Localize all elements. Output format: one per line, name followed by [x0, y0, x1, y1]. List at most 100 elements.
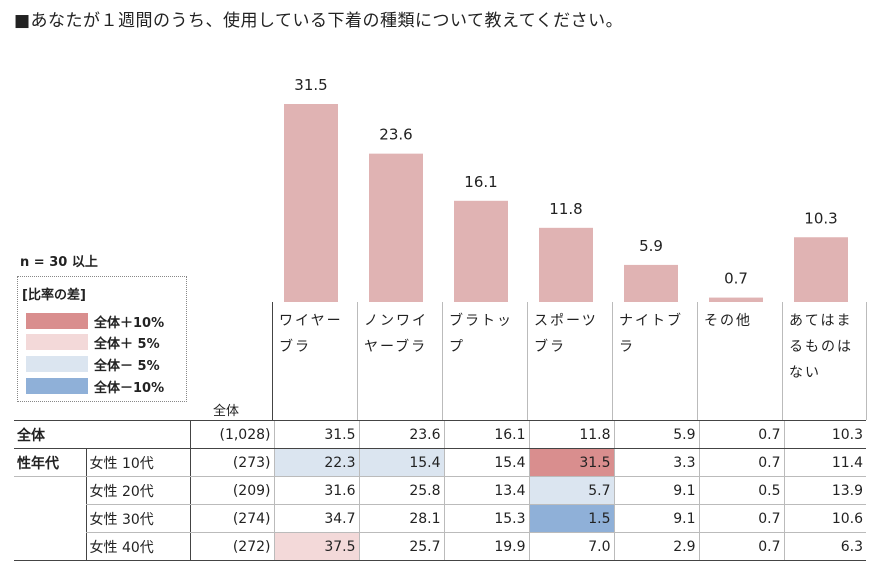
- value-cell: 0.7: [698, 420, 784, 449]
- category-label: その他: [704, 313, 752, 329]
- value-cell: 0.7: [698, 504, 784, 533]
- value-cell: 9.1: [613, 504, 699, 533]
- bar-value-label: 16.1: [464, 173, 497, 191]
- legend-swatch: [26, 313, 88, 329]
- value-cell: 15.3: [443, 504, 529, 533]
- legend-swatch: [26, 356, 88, 372]
- legend-item-plus10: 全体＋10%: [26, 312, 165, 331]
- sample-count: (274): [189, 504, 274, 533]
- value-cell: 31.5: [273, 420, 359, 449]
- bar-4: [624, 264, 678, 302]
- row-group-label: [14, 532, 86, 561]
- value-cell: 1.5: [528, 504, 614, 533]
- bar-chart: 31.5 23.6 16.1 11.8 5.9 0.7 10.3: [284, 76, 848, 302]
- sample-count: (273): [189, 448, 274, 477]
- value-cell: 31.6: [273, 476, 359, 505]
- legend-item-minus10: 全体－10%: [26, 377, 165, 396]
- bar-5: [709, 297, 763, 302]
- header-divider: [866, 302, 867, 420]
- row-group-label: 全体: [14, 420, 190, 449]
- value-cell: 19.9: [443, 532, 529, 561]
- value-cell: 0.7: [698, 532, 784, 561]
- sample-count: (1,028): [189, 420, 274, 449]
- value-cell: 25.8: [358, 476, 444, 505]
- category-label: あてはまるものはない: [789, 313, 853, 381]
- legend-item-plus5: 全体＋ 5%: [26, 333, 160, 352]
- legend-title: [比率の差]: [22, 288, 86, 303]
- value-cell: 3.3: [613, 448, 699, 477]
- value-cell: 31.5: [528, 448, 614, 477]
- sample-count: (272): [189, 532, 274, 561]
- value-cell: 0.5: [698, 476, 784, 505]
- category-label: ナイトブラ: [619, 313, 683, 355]
- bar-6: [794, 237, 848, 302]
- value-cell: 15.4: [358, 448, 444, 477]
- row-group-label: 性年代: [14, 448, 86, 477]
- bar-value-label: 5.9: [639, 237, 663, 255]
- value-cell: 10.6: [783, 504, 866, 533]
- value-cell: 34.7: [273, 504, 359, 533]
- bar-2: [454, 200, 508, 302]
- value-cell: 28.1: [358, 504, 444, 533]
- bar-value-label: 31.5: [294, 76, 327, 94]
- value-cell: 11.8: [528, 420, 614, 449]
- table-row: 全体 (1,028) 31.5 23.6 16.1 11.8 5.9 0.7 10.3: [14, 420, 866, 449]
- value-cell: 7.0: [528, 532, 614, 561]
- value-cell: 37.5: [273, 532, 359, 561]
- value-cell: 6.3: [783, 532, 866, 561]
- bar-3: [539, 227, 593, 302]
- legend-label: 全体＋ 5%: [94, 336, 160, 352]
- value-cell: 15.4: [443, 448, 529, 477]
- value-cell: 13.9: [783, 476, 866, 505]
- table-row: 女性 30代 (274) 34.7 28.1 15.3 1.5 9.1 0.7 10.6: [14, 504, 866, 533]
- total-column-header: 全体: [213, 404, 240, 419]
- header-divider: [272, 302, 273, 420]
- crosstab-table: 全体 (1,028) 31.5 23.6 16.1 11.8 5.9 0.7 10.3 性年代 女性…: [14, 420, 866, 561]
- category-label: スポーツブラ: [534, 313, 598, 355]
- legend: [比率の差] 全体＋10% 全体＋ 5% 全体－ 5% 全体－10%: [17, 276, 187, 402]
- row-label: 女性 20代: [85, 476, 190, 505]
- header-divider: [442, 302, 443, 420]
- value-cell: 5.9: [613, 420, 699, 449]
- legend-swatch: [26, 334, 88, 350]
- legend-swatch: [26, 378, 88, 394]
- table-row: 女性 20代 (209) 31.6 25.8 13.4 5.7 9.1 0.5 13.9: [14, 476, 866, 505]
- value-cell: 11.4: [783, 448, 866, 477]
- value-cell: 13.4: [443, 476, 529, 505]
- page-title: ■あなたが１週間のうち、使用している下着の種類について教えてください。: [14, 11, 624, 31]
- category-label: ワイヤーブラ: [279, 313, 343, 355]
- value-cell: 23.6: [358, 420, 444, 449]
- category-label: ブラトップ: [449, 313, 513, 355]
- bar-0: [284, 104, 338, 302]
- value-cell: 10.3: [783, 420, 866, 449]
- table-row: 性年代 女性 10代 (273) 22.3 15.4 15.4 31.5 3.3 0.7 11.4: [14, 448, 866, 477]
- row-group-label: [14, 477, 86, 505]
- bar-value-label: 23.6: [379, 126, 412, 144]
- value-cell: 9.1: [613, 476, 699, 505]
- value-cell: 5.7: [528, 476, 614, 505]
- value-cell: 22.3: [273, 448, 359, 477]
- value-cell: 2.9: [613, 532, 699, 561]
- header-divider: [697, 302, 698, 420]
- header-divider: [527, 302, 528, 420]
- row-label: 女性 40代: [85, 532, 190, 561]
- bar-value-label: 11.8: [549, 200, 582, 218]
- category-label: ノンワイヤーブラ: [364, 313, 428, 355]
- row-group-label: [14, 505, 86, 533]
- bar-1: [369, 153, 423, 302]
- sample-size-note: n = 30 以上: [20, 255, 98, 270]
- value-cell: 16.1: [443, 420, 529, 449]
- legend-label: 全体＋10%: [94, 315, 165, 331]
- header-divider: [357, 302, 358, 420]
- bar-value-label: 0.7: [724, 270, 748, 288]
- legend-item-minus5: 全体－ 5%: [26, 355, 160, 374]
- header-divider: [612, 302, 613, 420]
- sample-count: (209): [189, 476, 274, 505]
- legend-label: 全体－ 5%: [94, 358, 160, 374]
- bar-value-label: 10.3: [804, 209, 837, 227]
- value-cell: 25.7: [358, 532, 444, 561]
- row-label: 女性 10代: [85, 448, 190, 477]
- table-row: 女性 40代 (272) 37.5 25.7 19.9 7.0 2.9 0.7 6.3: [14, 532, 866, 561]
- legend-label: 全体－10%: [94, 380, 165, 396]
- header-divider: [782, 302, 783, 420]
